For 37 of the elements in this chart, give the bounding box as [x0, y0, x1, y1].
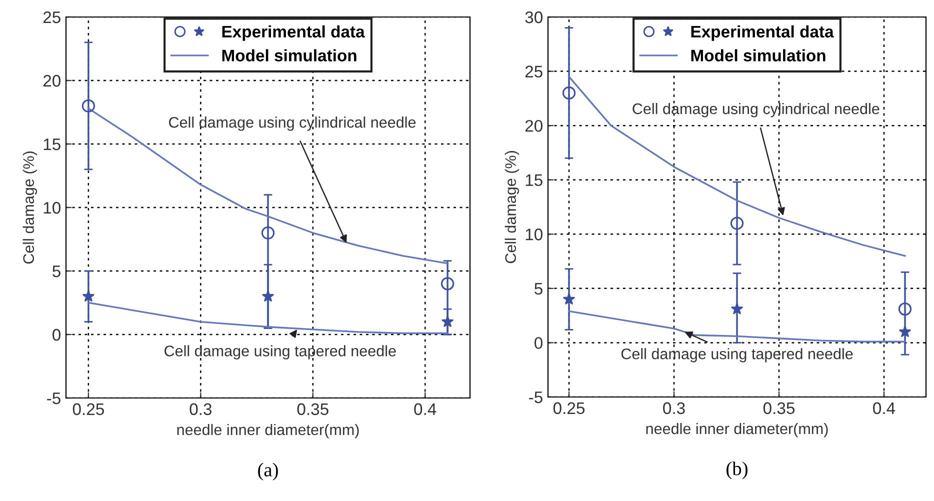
y-tick-label: 25 [43, 11, 60, 24]
y-tick-label: 0 [534, 337, 542, 349]
x-tick-label: 0.35 [297, 403, 328, 416]
y-tick-label: 5 [534, 283, 542, 295]
y-tick-label: -5 [529, 392, 542, 404]
annotation: Cell damage using tapered needle [164, 345, 396, 360]
legend-label: Experimental data [222, 25, 365, 41]
y-axis-title: Cell damage (%) [22, 152, 38, 264]
y-tick-label: 30 [525, 11, 542, 24]
x-tick-label: 0.3 [663, 402, 685, 414]
y-tick-label: -5 [47, 392, 60, 404]
legend-label: Experimental data [691, 25, 834, 41]
y-tick-label: 10 [526, 228, 542, 240]
y-tick-label: 0 [52, 328, 60, 341]
annotation: Cell damage using cylindrical needle [632, 102, 880, 118]
text: (a) [258, 462, 278, 480]
x-tick-label: 0.25 [553, 402, 585, 414]
x-axis-title: needle inner diameter(mm) [177, 424, 359, 438]
x-tick-label: 0.3 [190, 403, 212, 416]
x-tick-label: 0.25 [72, 403, 104, 416]
x-tick-label: 0.4 [873, 402, 896, 414]
y-tick-label: 15 [44, 138, 60, 150]
y-tick-label: 5 [52, 266, 60, 278]
y-axis-title: Cell damage (%) [504, 151, 520, 264]
x-tick-label: 0.4 [414, 403, 436, 416]
legend-label: Model simulation [222, 49, 356, 62]
x-tick-label: 0.35 [763, 402, 795, 414]
annotation: Cell damage using tapered needle [621, 348, 853, 362]
legend-label: Model simulation [691, 49, 826, 62]
y-tick-label: 10 [44, 202, 60, 214]
y-tick-label: 15 [526, 174, 542, 186]
y-tick-label: 20 [43, 74, 60, 87]
y-tick-label: 20 [525, 120, 542, 132]
text: (b) [726, 462, 748, 480]
x-axis-title: needle inner diameter(mm) [646, 422, 828, 438]
annotation: Cell damage using cylindrical needle [169, 116, 416, 131]
y-tick-label: 25 [525, 66, 542, 78]
